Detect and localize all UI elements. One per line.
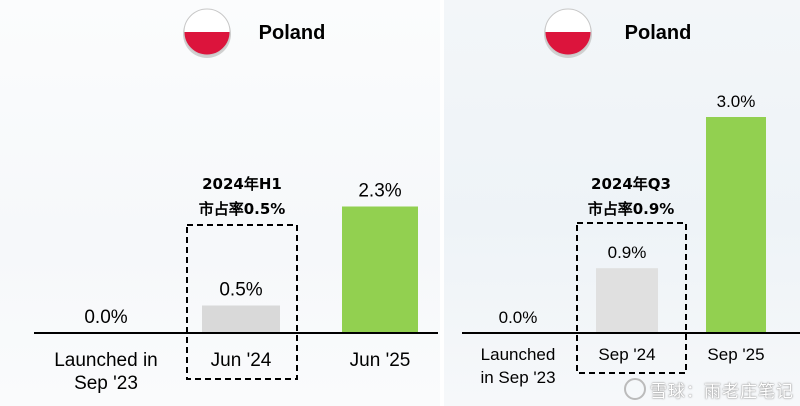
category-label-1: in Sep '23 bbox=[480, 368, 555, 387]
bar-3 bbox=[706, 117, 766, 333]
data-label-1: 0.0% bbox=[84, 307, 127, 328]
data-label-2: 0.5% bbox=[219, 280, 262, 301]
snowball-logo-icon bbox=[624, 378, 646, 400]
chart-panel-right: Poland 0.0% 0.9% 3.0% Launched in Sep '23 Sep … bbox=[444, 0, 800, 406]
bar-3 bbox=[342, 206, 418, 333]
flag-white-half bbox=[545, 9, 591, 32]
highlight-annotation: 2024年H1 bbox=[202, 175, 282, 193]
poland-flag-icon bbox=[544, 8, 592, 56]
watermark-text: 雪球：雨老庄笔记 bbox=[650, 382, 794, 402]
highlight-dashed-box bbox=[186, 224, 298, 380]
highlight-annotation: 2024年Q3 bbox=[591, 175, 671, 193]
bar-2 bbox=[202, 305, 280, 333]
bar-2 bbox=[596, 268, 658, 333]
flag-red-half bbox=[184, 32, 230, 55]
data-label-1: 0.0% bbox=[499, 308, 538, 327]
category-label-2: Jun '24 bbox=[211, 350, 272, 371]
category-label-1: Launched bbox=[481, 345, 556, 364]
category-label-2: Sep '24 bbox=[598, 345, 655, 364]
bar-chart-right: Poland 0.0% 0.9% 3.0% Launched in Sep '23 Sep … bbox=[462, 8, 800, 387]
category-label-3: Jun '25 bbox=[350, 350, 411, 371]
category-label-1: Launched in bbox=[54, 350, 158, 371]
chart-panel-left: Poland 0.0% 0.5% 2.3% Launched in Sep '23 Jun … bbox=[0, 0, 440, 406]
flag-red-half bbox=[545, 32, 591, 55]
highlight-annotation: 市占率0.9% bbox=[588, 200, 675, 218]
data-label-2: 0.9% bbox=[608, 243, 647, 262]
chart-title: Poland bbox=[259, 22, 326, 44]
category-label-3: Sep '25 bbox=[707, 345, 764, 364]
data-label-3: 3.0% bbox=[717, 92, 756, 111]
watermark: 雪球：雨老庄笔记 bbox=[624, 377, 794, 402]
highlight-dashed-box bbox=[576, 222, 687, 374]
category-label-1: Sep '23 bbox=[74, 373, 138, 394]
chart-title: Poland bbox=[625, 22, 692, 44]
panel-divider bbox=[440, 0, 444, 406]
data-label-3: 2.3% bbox=[358, 181, 401, 202]
poland-flag-icon bbox=[183, 8, 231, 56]
highlight-annotation: 市占率0.5% bbox=[199, 200, 286, 218]
flag-white-half bbox=[184, 9, 230, 32]
